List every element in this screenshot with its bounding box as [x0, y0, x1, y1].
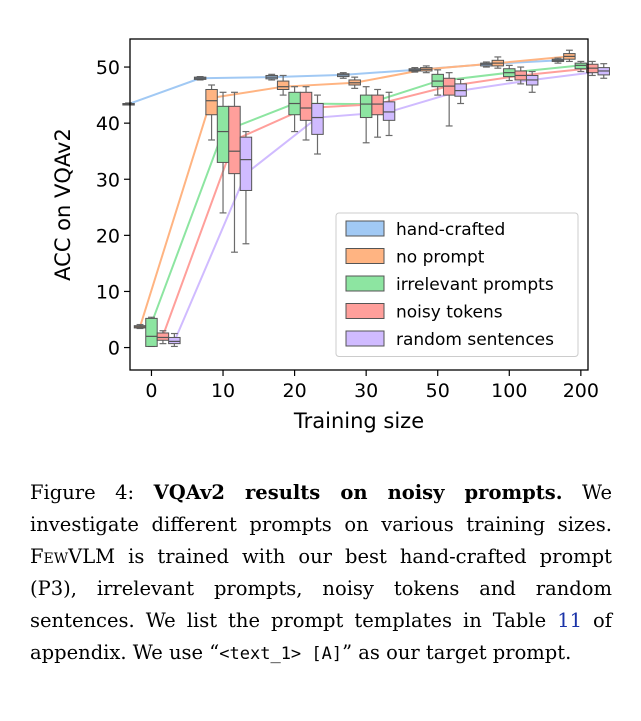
- legend-swatch: [345, 303, 385, 319]
- box-1-4: [420, 65, 433, 74]
- box-0-4: [408, 67, 422, 73]
- legend-label: irrelevant prompts: [396, 275, 554, 295]
- caption-model-name: FewVLM: [30, 545, 116, 568]
- caption-text-2: is trained with our best hand-crafted pr…: [30, 545, 612, 632]
- box-1-6: [563, 49, 576, 63]
- box-1-2: [276, 74, 290, 96]
- caption-text-1: We investigate different prompts on vari…: [30, 481, 612, 536]
- caption-title: VQAv2 results on noisy prompts.: [153, 481, 563, 504]
- box-1-1: [205, 84, 218, 141]
- box-1-0: [133, 323, 147, 330]
- box-4-2: [311, 94, 324, 155]
- x-tick-label: 100: [491, 380, 527, 402]
- box-body: [276, 80, 290, 90]
- x-tick-label: 30: [354, 380, 378, 402]
- box-body: [299, 91, 313, 121]
- box-body: [371, 94, 384, 116]
- legend-swatch: [345, 275, 385, 292]
- y-tick-label: 30: [96, 169, 120, 191]
- box-body: [359, 94, 373, 119]
- caption-text-4: ” as our target prompt.: [342, 641, 572, 664]
- box-0-0: [122, 102, 135, 106]
- box-body: [239, 136, 253, 191]
- box-4-6: [597, 63, 610, 79]
- box-0-1: [193, 75, 207, 81]
- box-4-0: [168, 332, 181, 348]
- box-body: [382, 101, 396, 121]
- x-tick-label: 0: [145, 380, 157, 402]
- axes-frame: [129, 38, 589, 371]
- box-3-0: [156, 330, 170, 345]
- box-0-2: [265, 73, 278, 81]
- figure-4-chart: 0 10 20 30 40 50 0 10 20 30 50 100 200 Training size A…: [51, 38, 610, 433]
- box-3-4: [442, 72, 456, 127]
- box-body: [145, 317, 158, 347]
- legend-swatch: [345, 220, 385, 237]
- legend-label: random sentences: [396, 330, 554, 350]
- x-tick-label: 50: [426, 380, 450, 402]
- figure-caption: Figure 4: VQAv2 results on noisy prompts…: [30, 477, 612, 670]
- y-tick-label: 20: [96, 225, 120, 247]
- box-body: [311, 103, 324, 135]
- caption-text-3: of appendix. We use “: [30, 609, 612, 664]
- legend-box: [335, 212, 579, 357]
- box-body: [168, 336, 181, 345]
- box-2-0: [145, 316, 158, 348]
- box-2-5: [503, 64, 516, 82]
- y-tick-label: 40: [96, 113, 120, 135]
- box-4-1: [239, 130, 253, 245]
- legend-swatch: [345, 330, 385, 347]
- box-0-5: [480, 61, 493, 68]
- x-tick-label: 10: [211, 380, 235, 402]
- box-body: [228, 105, 241, 175]
- y-axis-label: ACC on VQAv2: [51, 128, 75, 281]
- box-4-3: [382, 91, 396, 137]
- box-0-6: [551, 57, 565, 64]
- legend-label: hand-crafted: [396, 220, 505, 240]
- x-tick-label: 20: [283, 380, 307, 402]
- caption-target-prompt: <text_1> [A]: [219, 644, 343, 664]
- box-4-4: [454, 78, 467, 105]
- y-tick-label: 10: [96, 281, 120, 303]
- y-tick-label: 50: [96, 57, 120, 79]
- legend-label: no prompt: [396, 248, 485, 268]
- boxplot-chart: 0 10 20 30 40 50 0 10 20 30 50 100 200 Training size A…: [51, 38, 610, 433]
- y-tick-label: 0: [108, 338, 120, 360]
- box-body: [205, 88, 218, 116]
- x-axis-label: Training size: [293, 409, 424, 433]
- legend-label: noisy tokens: [396, 303, 503, 323]
- legend-swatch: [345, 248, 385, 264]
- box-body: [156, 332, 170, 341]
- box-1-5: [491, 56, 505, 69]
- box-4-5: [525, 70, 539, 93]
- box-body: [216, 105, 230, 163]
- box-1-3: [348, 76, 361, 89]
- legend: hand-crafted no prompt irrelevant prompts n…: [335, 212, 579, 357]
- x-tick-label: 200: [563, 380, 599, 402]
- box-0-3: [337, 72, 350, 79]
- caption-figure-label: Figure 4:: [30, 481, 135, 504]
- caption-table-ref-link[interactable]: 11: [557, 609, 583, 632]
